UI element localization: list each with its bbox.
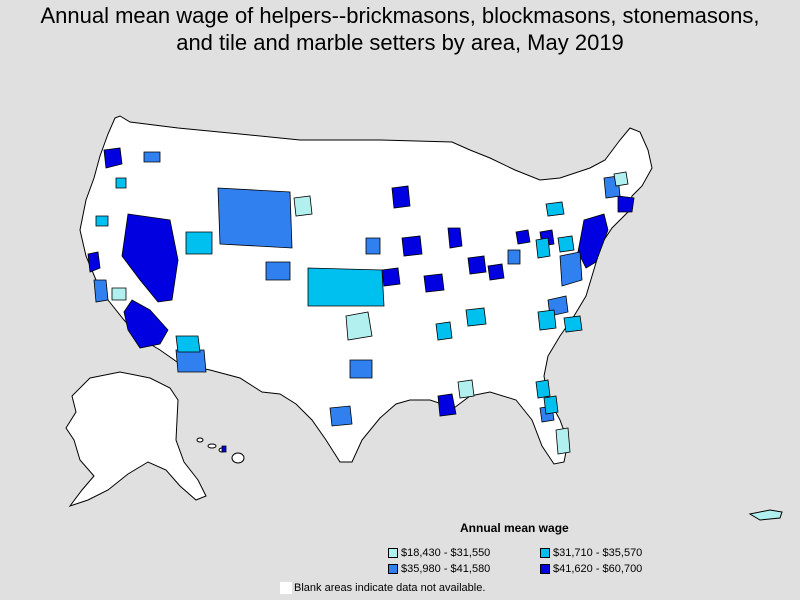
region-arizona-phoenix [175,349,207,373]
region-colorado [185,231,213,255]
region-georgia [537,309,557,331]
region-louisiana [437,393,457,417]
legend-label-4: $41,620 - $60,700 [553,562,643,575]
region-spokane [143,151,161,163]
hawaii-islands [196,437,245,464]
region-kansas [307,267,385,307]
legend-swatch-2 [540,547,550,558]
region-tucson [175,335,201,353]
region-indiana [467,255,487,275]
region-virginia [559,251,583,287]
region-iowa [401,235,423,257]
region-minneapolis [391,185,411,209]
region-kentucky [487,263,505,281]
legend-item-1: $18,430 - $31,550 [388,546,540,559]
region-ohio [515,229,531,245]
region-pennsylvania [557,235,575,253]
region-florida-orlando [543,395,559,415]
region-portland [103,147,123,169]
region-wyoming [217,187,293,249]
region-boise [115,177,127,189]
region-nc [563,315,583,333]
region-indiana-2 [507,249,521,265]
no-data-swatch [280,582,292,594]
title-line-1: Annual mean wage of helpers--brickmasons… [40,3,760,28]
legend-item-2: $31,710 - $35,570 [540,546,680,559]
region-california-coast [93,279,109,303]
region-mississippi [457,379,475,399]
region-southern-california [123,299,169,349]
title-line-2: and tile and marble setters by area, May… [176,30,624,55]
region-arkansas [435,321,453,341]
no-data-note: Blank areas indicate data not available. [280,582,485,594]
region-nevada [121,213,179,303]
region-boston [617,195,635,213]
legend-item-3: $35,980 - $41,580 [388,562,540,575]
legend-swatch-1 [388,547,398,558]
region-wv [535,237,551,259]
legend-label-3: $35,980 - $41,580 [401,562,491,575]
region-michigan [545,201,565,217]
region-hawaii-honolulu [221,445,227,453]
legend-label-1: $18,430 - $31,550 [401,546,491,559]
region-utah [265,261,291,281]
region-south-florida [555,427,571,455]
region-houston [329,405,353,427]
puerto-rico-shape [748,509,783,521]
region-california-desert [111,287,127,301]
region-bay-area [87,251,101,273]
legend-swatch-3 [388,563,398,574]
region-florida-jacksonville [535,379,551,399]
region-dallas [349,359,373,379]
region-montana-billings [293,195,313,217]
region-kansas-city [381,267,401,287]
legend: $18,430 - $31,550 $31,710 - $35,570 $35,… [388,546,680,575]
region-maine [613,171,629,187]
region-tennessee [465,307,487,327]
legend-label-2: $31,710 - $35,570 [553,546,643,559]
region-chicago [447,227,463,249]
region-st-louis [423,273,445,293]
region-missouri [365,237,381,255]
legend-swatch-4 [540,563,550,574]
legend-title: Annual mean wage [460,521,569,535]
wage-regions [87,147,635,455]
legend-item-4: $41,620 - $60,700 [540,562,680,575]
alaska-shape [65,371,207,507]
region-oregon-bend [95,215,109,227]
map-title: Annual mean wage of helpers--brickmasons… [0,2,800,56]
no-data-note-text: Blank areas indicate data not available. [294,582,486,594]
region-oklahoma [345,311,373,341]
